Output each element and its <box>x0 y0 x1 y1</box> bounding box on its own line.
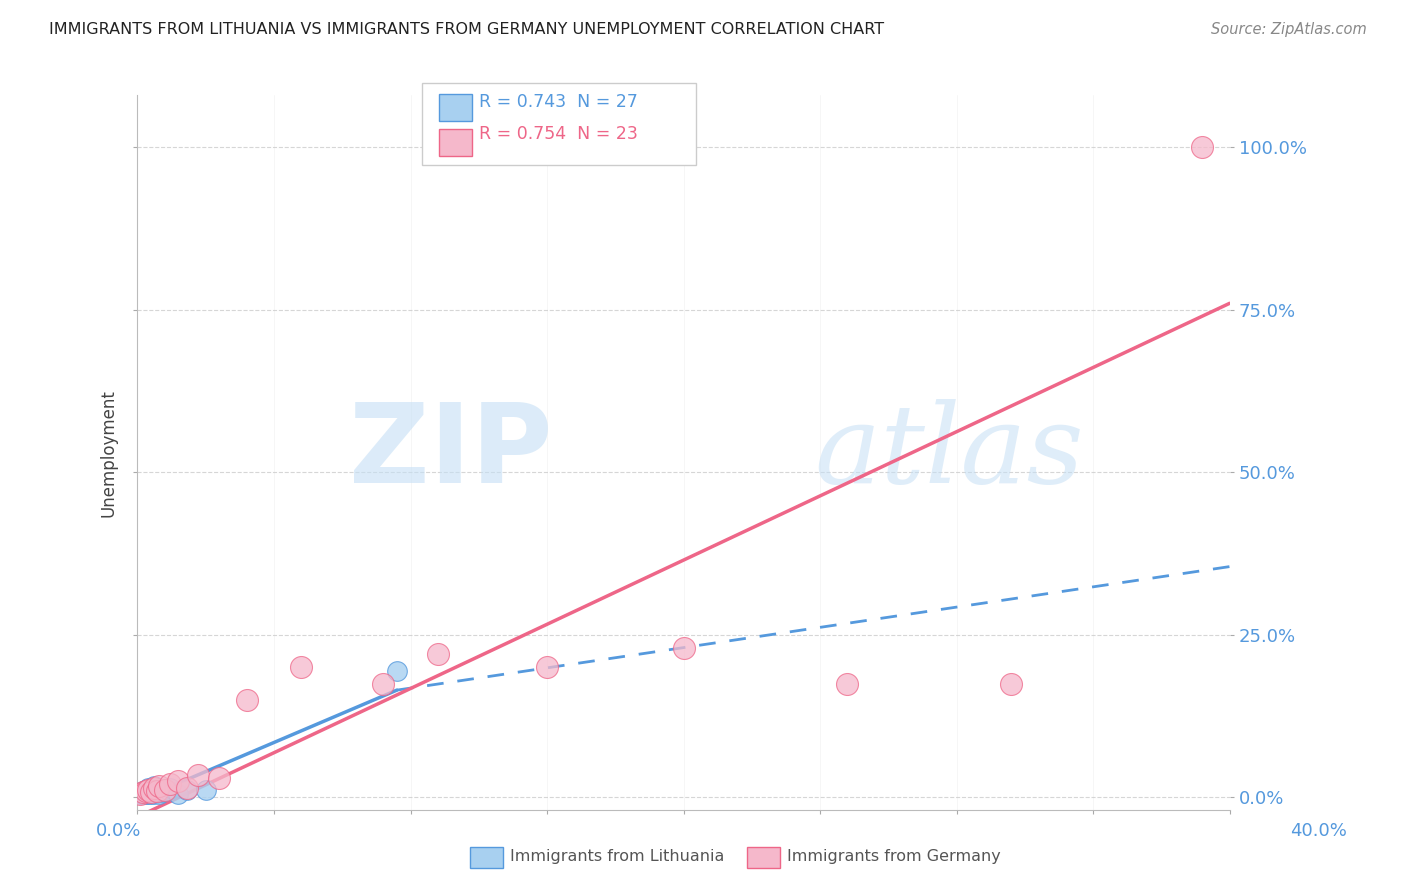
Point <box>373 676 395 690</box>
Point <box>142 780 165 795</box>
Point <box>135 784 157 798</box>
Point <box>141 787 163 801</box>
Point <box>138 782 160 797</box>
Text: R = 0.743  N = 27: R = 0.743 N = 27 <box>479 94 638 112</box>
Point <box>135 785 157 799</box>
Point <box>194 782 217 797</box>
Text: ZIP: ZIP <box>349 400 553 507</box>
Point <box>141 784 163 798</box>
Point <box>145 785 167 799</box>
Point <box>290 660 312 674</box>
Text: 0.0%: 0.0% <box>96 822 141 840</box>
Point <box>159 780 181 795</box>
Point <box>150 785 173 799</box>
Point <box>132 785 155 799</box>
Point <box>138 780 160 795</box>
Point <box>148 784 170 798</box>
Point <box>148 779 170 793</box>
Text: Immigrants from Lithuania: Immigrants from Lithuania <box>510 849 724 864</box>
Text: 40.0%: 40.0% <box>1291 822 1347 840</box>
Point <box>426 648 449 662</box>
Point <box>145 784 167 798</box>
Text: R = 0.754  N = 23: R = 0.754 N = 23 <box>479 126 638 144</box>
Point <box>176 782 198 797</box>
Point <box>235 693 257 707</box>
Point <box>536 660 558 674</box>
Text: Immigrants from Germany: Immigrants from Germany <box>787 849 1001 864</box>
Point <box>187 767 209 781</box>
Point <box>142 784 165 798</box>
Point <box>837 676 859 690</box>
Point <box>141 785 163 799</box>
Point <box>129 787 152 801</box>
Point <box>132 784 155 798</box>
Point <box>138 785 160 799</box>
Text: atlas: atlas <box>814 399 1084 507</box>
Point <box>142 787 165 801</box>
Point <box>135 782 157 797</box>
Point <box>135 787 157 801</box>
Point <box>145 782 167 797</box>
Point <box>1000 676 1022 690</box>
Point <box>156 782 179 797</box>
Point <box>142 779 165 793</box>
Point <box>138 787 160 801</box>
Point <box>167 787 190 801</box>
Point <box>208 771 231 785</box>
Point <box>167 774 190 789</box>
Point <box>132 787 155 801</box>
Y-axis label: Unemployment: Unemployment <box>100 389 117 516</box>
Point <box>153 784 176 798</box>
Point <box>129 787 152 801</box>
Point <box>672 640 695 655</box>
Point <box>1191 140 1213 154</box>
Text: Source: ZipAtlas.com: Source: ZipAtlas.com <box>1211 22 1367 37</box>
Point <box>153 782 176 797</box>
Point <box>385 664 408 678</box>
Text: IMMIGRANTS FROM LITHUANIA VS IMMIGRANTS FROM GERMANY UNEMPLOYMENT CORRELATION CH: IMMIGRANTS FROM LITHUANIA VS IMMIGRANTS … <box>49 22 884 37</box>
Point <box>176 780 198 795</box>
Point <box>159 777 181 791</box>
Point <box>141 780 163 795</box>
Point <box>148 787 170 801</box>
